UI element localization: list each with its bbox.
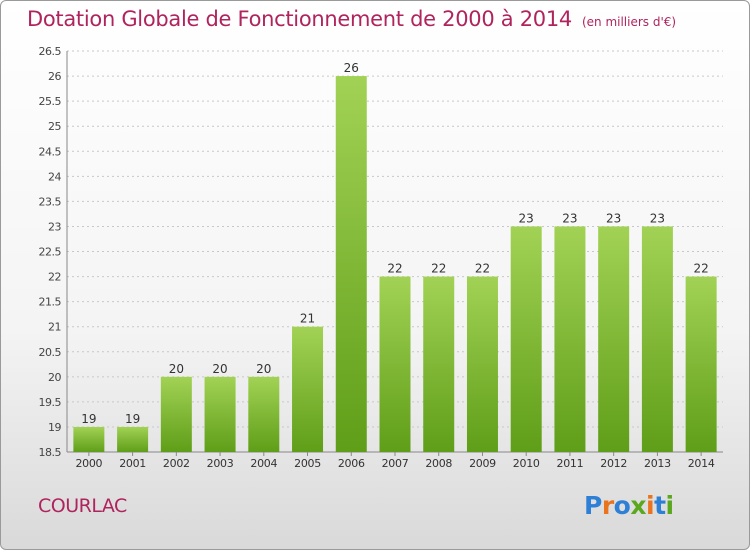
logo-letter: P [584,491,602,520]
x-tick-label: 2010 [513,457,540,470]
y-tick-label: 20.5 [39,346,62,359]
bar [248,376,280,452]
x-tick-label: 2001 [119,457,146,470]
logo-letter: t [654,491,666,520]
x-tick-label: 2000 [75,457,102,470]
bar [117,426,149,452]
data-label: 26 [344,61,359,75]
bar [335,76,367,452]
y-tick-label: 18.5 [39,446,62,459]
x-tick-label: 2002 [163,457,190,470]
bar [685,276,717,452]
bar [292,326,324,452]
y-tick-label: 24 [48,170,61,183]
x-tick-label: 2013 [644,457,671,470]
bar [510,226,542,452]
chart-title: Dotation Globale de Fonctionnement de 20… [27,7,677,31]
y-tick-label: 26 [48,70,61,83]
data-label: 20 [212,362,227,376]
commune-name: COURLAC [38,495,127,517]
y-tick-label: 21.5 [39,296,62,309]
data-label: 20 [169,362,184,376]
y-tick-label: 23.5 [39,195,62,208]
x-tick-label: 2005 [294,457,321,470]
data-label: 22 [693,262,708,276]
y-tick-label: 25.5 [39,95,62,108]
bar [379,276,411,452]
bar [598,226,630,452]
logo-letter: x [630,491,646,520]
x-tick-label: 2004 [250,457,277,470]
logo-letter: r [601,491,614,520]
data-label: 22 [475,262,490,276]
y-tick-label: 26.5 [39,45,62,58]
x-tick-label: 2012 [600,457,627,470]
logo-letter: i [646,491,655,520]
y-tick-label: 22 [48,271,61,284]
x-tick-label: 2011 [557,457,584,470]
data-label: 19 [125,412,140,426]
bar [160,376,192,452]
x-tick-label: 2006 [338,457,365,470]
x-tick-label: 2009 [469,457,496,470]
x-tick-label: 2014 [688,457,715,470]
data-label: 20 [256,362,271,376]
y-tick-label: 20 [48,371,61,384]
bar [423,276,455,452]
bar [466,276,498,452]
y-tick-label: 19.5 [39,396,62,409]
y-tick-label: 25 [48,120,61,133]
bar [204,376,236,452]
y-tick-label: 21 [48,321,61,334]
data-label: 19 [81,412,96,426]
data-label: 22 [431,262,446,276]
data-label: 23 [606,211,621,225]
x-tick-label: 2008 [425,457,452,470]
data-label: 23 [650,211,665,225]
x-tick-label: 2007 [382,457,409,470]
data-label: 21 [300,312,315,326]
chart-subtitle: (en milliers d'€) [581,15,677,29]
data-label: 23 [519,211,534,225]
x-tick-label: 2003 [207,457,234,470]
bar [73,426,105,452]
y-tick-label: 23 [48,220,61,233]
y-tick-label: 24.5 [39,145,62,158]
data-label: 22 [387,262,402,276]
y-tick-label: 19 [48,421,61,434]
y-tick-label: 22.5 [39,246,62,259]
data-label: 23 [562,211,577,225]
bar [554,226,586,452]
bar [641,226,673,452]
proxiti-logo: Proxiti [584,491,674,520]
logo-letter: i [665,491,675,520]
logo-letter: o [613,491,631,520]
